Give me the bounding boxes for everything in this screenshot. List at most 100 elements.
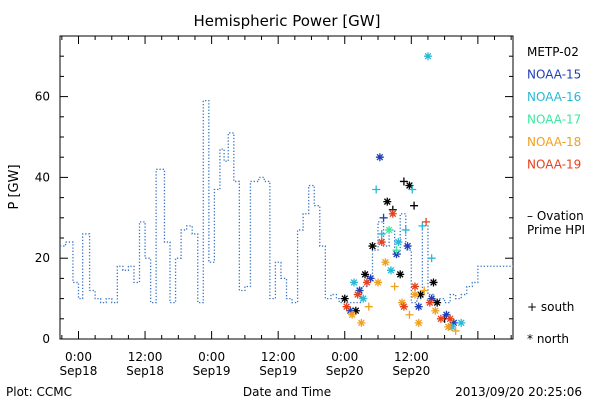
marker-noaa-15-south [379,213,388,222]
x-tick-time-label: 12:00 [261,350,296,364]
ovation-legend-label: – Ovation Prime HPI [527,209,588,237]
marker-noaa-19-south [422,217,431,226]
chart-title: Hemispheric Power [GW] [194,12,381,30]
legend-noaa-19: NOAA-19 [527,158,581,172]
marker-noaa-18-north [357,318,366,327]
marker-noaa-18-south [405,310,414,319]
plot-timestamp: 2013/09/20 20:25:06 [455,385,582,399]
marker-legend-north: * north [527,332,569,346]
marker-noaa-15-north [366,274,375,283]
marker-noaa-16-south [408,185,417,194]
x-tick-time-label: 0:00 [198,350,225,364]
marker-noaa-16-south [427,254,436,263]
marker-noaa-15-north [392,250,401,259]
marker-noaa-18-south [364,302,373,311]
x-tick-time-label: 12:00 [394,350,429,364]
marker-metp-02-north [361,270,370,279]
marker-metp-02-south [399,177,408,186]
x-tick-date-label: Sep19 [193,364,231,378]
marker-metp-02-north [433,298,442,307]
marker-noaa-15-north [355,286,364,295]
marker-noaa-18-north [398,298,407,307]
x-tick-date-label: Sep18 [126,364,164,378]
y-axis-label: P [GW] [7,164,22,209]
marker-noaa-19-north [436,314,445,323]
marker-noaa-19-north [362,278,371,287]
x-tick-time-label: 0:00 [331,350,358,364]
y-tick-label: 40 [35,170,50,184]
x-axis-label: Date and Time [243,385,331,399]
marker-metp-02-north [405,181,414,190]
marker-metp-02-north [429,278,438,287]
marker-noaa-18-north [381,258,390,267]
marker-metp-02-north [396,270,405,279]
x-axis: 0:00Sep1812:00Sep180:00Sep1912:00Sep190:… [60,36,512,378]
marker-noaa-19-north [342,302,351,311]
legend-noaa-15: NOAA-15 [527,68,581,82]
marker-noaa-16-south [401,225,410,234]
x-tick-date-label: Sep20 [326,364,364,378]
y-tick-label: 0 [42,332,50,346]
marker-noaa-16-south [418,221,427,230]
x-tick-date-label: Sep18 [60,364,98,378]
legend-noaa-18: NOAA-18 [527,135,581,149]
marker-noaa-16-north [457,318,466,327]
marker-noaa-16-north [349,278,358,287]
marker-noaa-18-south [420,286,429,295]
marker-noaa-15-north [427,294,436,303]
ovation-hpi-line [60,99,513,304]
marker-noaa-19-north [388,209,397,218]
marker-noaa-17-south [392,246,401,255]
marker-noaa-18-north [414,318,423,327]
marker-noaa-16-north [423,52,432,61]
marker-noaa-16-south [377,229,386,238]
marker-noaa-19-north [377,238,386,247]
ovation-legend-line1: – Ovation [527,209,584,223]
satellite-markers [340,52,466,335]
marker-noaa-15-north [375,153,384,162]
marker-noaa-18-south [451,326,460,335]
marker-noaa-18-north [444,322,453,331]
ovation-legend-line2: Prime HPI [527,223,585,237]
x-tick-date-label: Sep19 [259,364,297,378]
legend: METP-02 NOAA-15 NOAA-16 NOAA-17 NOAA-18 NOAA-… [527,45,581,172]
marker-noaa-16-north [359,294,368,303]
marker-noaa-18-north [374,278,383,287]
marker-noaa-15-north [403,242,412,251]
y-axis: 0 20 40 60 [35,35,513,346]
marker-noaa-18-south [390,282,399,291]
marker-metp-02-north [351,306,360,315]
marker-legend-south: + south [527,300,574,314]
legend-metp-02: METP-02 [527,45,579,59]
marker-noaa-16-north [386,266,395,275]
marker-noaa-19-north [446,314,455,323]
marker-metp-02-north [383,197,392,206]
marker-noaa-18-north [348,310,357,319]
marker-metp-02-north [340,294,349,303]
plot-frame [59,35,514,340]
marker-noaa-15-north [414,302,423,311]
x-tick-date-label: Sep20 [392,364,430,378]
x-tick-time-label: 12:00 [128,350,163,364]
marker-noaa-16-north [394,238,403,247]
marker-noaa-19-north [353,290,362,299]
y-tick-label: 20 [35,251,50,265]
legend-noaa-17: NOAA-17 [527,113,581,127]
y-tick-label: 60 [35,90,50,104]
marker-noaa-18-north [431,306,440,315]
marker-noaa-15-north [449,318,458,327]
legend-noaa-16: NOAA-16 [527,90,581,104]
marker-noaa-16-south [372,185,381,194]
marker-noaa-19-north [425,298,434,307]
marker-noaa-17-north [385,225,394,234]
marker-metp-02-south [410,201,419,210]
marker-noaa-15-north [442,310,451,319]
marker-noaa-18-north [411,290,420,299]
x-tick-time-label: 0:00 [65,350,92,364]
plot-source-label: Plot: CCMC [6,385,72,399]
marker-metp-02-north [368,242,377,251]
marker-noaa-19-north [399,302,408,311]
marker-noaa-19-north [411,282,420,291]
marker-metp-02-north [416,290,425,299]
